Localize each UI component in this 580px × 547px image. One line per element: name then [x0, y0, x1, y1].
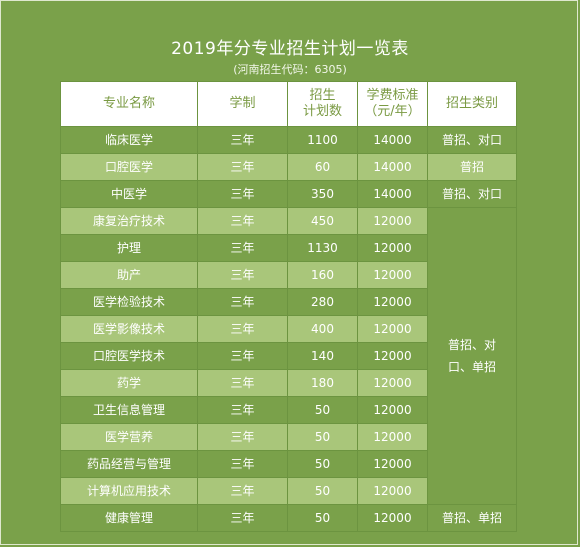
- cell-major: 康复治疗技术: [60, 207, 198, 235]
- cell-duration: 三年: [197, 288, 288, 316]
- cell-duration: 三年: [197, 126, 288, 154]
- table-row: 药品经营与管理 三年 50 12000: [60, 450, 517, 478]
- cell-plan: 50: [287, 423, 358, 451]
- cell-duration: 三年: [197, 369, 288, 397]
- cell-plan: 280: [287, 288, 358, 316]
- table-row: 临床医学 三年 1100 14000 普招、对口: [60, 126, 517, 154]
- cell-duration: 三年: [197, 315, 288, 343]
- cell-duration: 三年: [197, 504, 288, 532]
- cell-plan: 450: [287, 207, 358, 235]
- page-subtitle: (河南招生代码：6305): [233, 63, 347, 76]
- cell-plan: 400: [287, 315, 358, 343]
- cell-duration: 三年: [197, 342, 288, 370]
- cell-fee: 12000: [357, 261, 428, 289]
- cell-duration: 三年: [197, 450, 288, 478]
- cell-major: 药学: [60, 369, 198, 397]
- cell-fee: 12000: [357, 234, 428, 262]
- header-plan-line2: 计划数: [302, 104, 342, 119]
- cell-duration: 三年: [197, 477, 288, 505]
- header-row: 专业名称 学制 招生 计划数 学费标准 （元/年） 招生类别: [60, 81, 517, 127]
- table-row: 医学营养 三年 50 12000: [60, 423, 517, 451]
- header-fee: 学费标准 （元/年）: [357, 81, 428, 127]
- cell-duration: 三年: [197, 180, 288, 208]
- header-plan: 招生 计划数: [287, 81, 358, 127]
- header-fee-line1: 学费标准: [366, 88, 419, 103]
- cell-duration: 三年: [197, 153, 288, 181]
- cell-fee: 14000: [357, 153, 428, 181]
- cell-type-merged: 普招、对 口、单招: [427, 207, 517, 505]
- cell-plan: 160: [287, 261, 358, 289]
- cell-plan: 140: [287, 342, 358, 370]
- cell-fee: 12000: [357, 315, 428, 343]
- cell-major: 卫生信息管理: [60, 396, 198, 424]
- cell-major: 医学影像技术: [60, 315, 198, 343]
- enrollment-plan-table: 专业名称 学制 招生 计划数 学费标准 （元/年） 招生类别 临床医学 三年 1…: [60, 81, 517, 532]
- cell-plan: 50: [287, 504, 358, 532]
- page-title: 2019年分专业招生计划一览表: [171, 39, 409, 59]
- cell-major: 中医学: [60, 180, 198, 208]
- table-row: 医学检验技术 三年 280 12000: [60, 288, 517, 316]
- cell-fee: 12000: [357, 288, 428, 316]
- table-row: 康复治疗技术 三年 450 12000 普招、对 口、单招: [60, 207, 517, 505]
- table-row: 口腔医学 三年 60 14000 普招: [60, 153, 517, 181]
- merged-type-line2: 口、单招: [447, 360, 496, 374]
- cell-major: 医学营养: [60, 423, 198, 451]
- cell-duration: 三年: [197, 234, 288, 262]
- cell-duration: 三年: [197, 207, 288, 235]
- cell-type: 普招、单招: [427, 504, 517, 532]
- cell-plan: 50: [287, 450, 358, 478]
- cell-type: 普招、对口: [427, 180, 517, 208]
- cell-type: 普招、对口: [427, 126, 517, 154]
- cell-fee: 14000: [357, 126, 428, 154]
- cell-fee: 12000: [357, 369, 428, 397]
- cell-major: 计算机应用技术: [60, 477, 198, 505]
- cell-fee: 14000: [357, 180, 428, 208]
- cell-major: 口腔医学: [60, 153, 198, 181]
- table-row: 口腔医学技术 三年 140 12000: [60, 342, 517, 370]
- cell-plan: 1100: [287, 126, 358, 154]
- merged-type-line1: 普招、对: [447, 338, 496, 352]
- header-plan-line1: 招生: [309, 88, 336, 103]
- cell-major: 护理: [60, 234, 198, 262]
- cell-fee: 12000: [357, 342, 428, 370]
- cell-major: 助产: [60, 261, 198, 289]
- table-row: 中医学 三年 350 14000 普招、对口: [60, 180, 517, 208]
- table-row: 健康管理 三年 50 12000 普招、单招: [60, 504, 517, 532]
- cell-major: 健康管理: [60, 504, 198, 532]
- cell-fee: 12000: [357, 396, 428, 424]
- cell-major: 口腔医学技术: [60, 342, 198, 370]
- cell-major: 医学检验技术: [60, 288, 198, 316]
- cell-fee: 12000: [357, 450, 428, 478]
- cell-major: 药品经营与管理: [60, 450, 198, 478]
- cell-plan: 180: [287, 369, 358, 397]
- cell-major: 临床医学: [60, 126, 198, 154]
- table-row: 药学 三年 180 12000: [60, 369, 517, 397]
- cell-fee: 12000: [357, 477, 428, 505]
- cell-duration: 三年: [197, 396, 288, 424]
- cell-plan: 60: [287, 153, 358, 181]
- table-row: 助产 三年 160 12000: [60, 261, 517, 289]
- header-duration: 学制: [197, 81, 288, 127]
- cell-plan: 350: [287, 180, 358, 208]
- cell-plan: 50: [287, 396, 358, 424]
- cell-duration: 三年: [197, 261, 288, 289]
- cell-fee: 12000: [357, 423, 428, 451]
- cell-fee: 12000: [357, 504, 428, 532]
- table-row: 医学影像技术 三年 400 12000: [60, 315, 517, 343]
- cell-plan: 50: [287, 477, 358, 505]
- header-major: 专业名称: [60, 81, 198, 127]
- cell-type: 普招: [427, 153, 517, 181]
- table-row: 卫生信息管理 三年 50 12000: [60, 396, 517, 424]
- cell-fee: 12000: [357, 207, 428, 235]
- cell-plan: 1130: [287, 234, 358, 262]
- table-row: 计算机应用技术 三年 50 12000: [60, 477, 517, 505]
- header-type: 招生类别: [427, 81, 517, 127]
- header-fee-line2: （元/年）: [364, 104, 421, 119]
- cell-duration: 三年: [197, 423, 288, 451]
